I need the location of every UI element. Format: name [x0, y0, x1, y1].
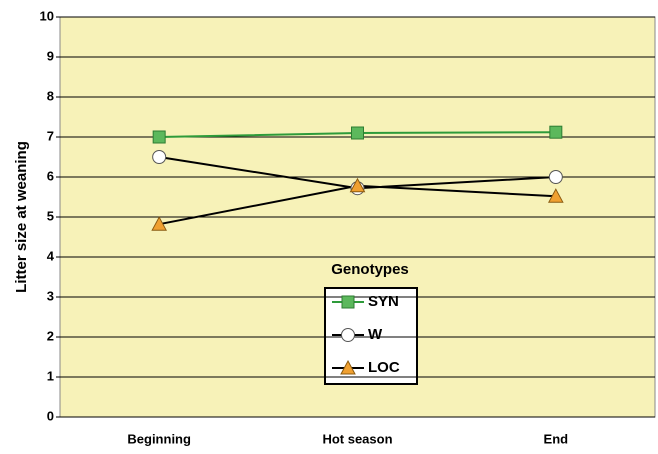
- y-tick-label: 7: [47, 128, 54, 143]
- legend-title: Genotypes: [331, 261, 409, 278]
- x-tick-label: End: [544, 431, 569, 446]
- legend-marker: [341, 295, 355, 309]
- y-tick-label: 4: [47, 248, 55, 263]
- y-tick-label: 2: [47, 328, 54, 343]
- y-tick-label: 6: [47, 168, 54, 183]
- y-tick-label: 1: [47, 368, 54, 383]
- marker: [549, 125, 563, 139]
- marker: [152, 130, 166, 144]
- legend-marker: [340, 359, 356, 375]
- legend-label: LOC: [368, 359, 400, 376]
- y-axis-label: Litter size at weaning: [13, 141, 30, 293]
- y-tick-label: 3: [47, 288, 54, 303]
- marker: [349, 177, 366, 193]
- legend-marker: [341, 328, 355, 342]
- legend-label: W: [368, 326, 383, 343]
- y-tick-label: 8: [47, 88, 54, 103]
- y-tick-label: 9: [47, 48, 54, 63]
- x-tick-label: Hot season: [322, 431, 392, 446]
- marker: [151, 216, 168, 231]
- legend-label: SYN: [368, 293, 399, 310]
- x-tick-label: Beginning: [127, 431, 191, 446]
- marker: [152, 150, 167, 164]
- marker: [351, 126, 364, 140]
- marker: [548, 170, 563, 184]
- y-tick-label: 0: [47, 408, 54, 423]
- marker: [547, 188, 564, 203]
- y-tick-label: 10: [40, 8, 54, 23]
- y-tick-label: 5: [47, 208, 54, 223]
